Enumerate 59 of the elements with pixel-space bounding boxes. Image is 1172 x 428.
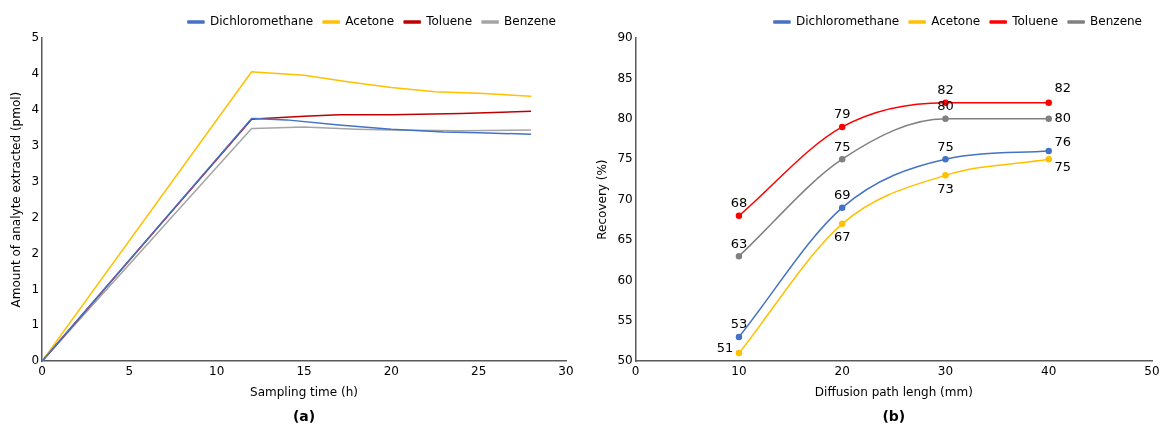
y-tick-label: 70 [617,191,633,206]
x-tick-label: 25 [471,363,487,378]
data-label: 82 [937,82,954,98]
y-axis-title: Recovery (%) [595,159,610,240]
data-label: 51 [716,340,734,356]
y-tick-label: 60 [617,272,633,287]
x-tick-label: 20 [834,363,850,378]
y-tick-label: 50 [617,353,633,368]
data-label: 53 [730,316,748,332]
text: (a) [292,407,316,424]
legend-label: Acetone [345,14,395,29]
y-tick-label: 90 [617,30,633,45]
legend-label: Dichloromethane [209,14,314,29]
y-tick-label: 2 [31,209,40,224]
y-tick-label: 2 [31,245,40,260]
x-tick-label: 30 [558,363,574,378]
legend-label: Benzene [504,14,556,29]
legend-label: Toluene [1011,14,1059,29]
y-tick-label: 5 [31,30,40,45]
data-label: 68 [730,195,748,211]
data-label: 75 [937,138,954,154]
data-label: 69 [833,187,851,203]
x-tick-label: 5 [125,363,134,378]
data-label: 75 [833,138,851,154]
x-tick-label: 10 [209,363,225,378]
y-tick-label: 3 [31,137,40,152]
legend-label: Toluene [425,14,473,29]
x-tick-label: 20 [383,363,399,378]
y-tick-label: 55 [617,312,633,327]
legend-label: Acetone [931,14,981,29]
data-label: 76 [1054,134,1072,150]
y-tick-label: 0 [31,353,40,368]
x-tick-label: 40 [1041,363,1057,378]
y-tick-label: 3 [31,173,40,188]
y-tick-label: 75 [617,151,633,166]
y-tick-label: 65 [617,232,633,247]
x-axis-title: Sampling time (h) [250,384,358,399]
x-tick-label: 30 [937,363,954,378]
y-tick-label: 1 [31,281,40,296]
legend-label: Benzene [1090,14,1142,29]
data-label: 80 [1054,110,1072,126]
y-tick-label: 85 [617,70,633,85]
x-tick-label: 50 [1144,363,1160,378]
y-tick-label: 1 [31,317,40,332]
data-label: 75 [1054,158,1072,174]
x-axis-title: Diffusion path lengh (mm) [814,384,973,399]
y-axis-title: Amount of analyte extracted (pmol) [9,91,24,308]
data-label: 82 [1054,80,1072,96]
data-label: 67 [833,229,851,245]
text: (b) [882,407,906,424]
data-label: 79 [833,106,851,122]
x-tick-label: 15 [296,363,312,378]
y-tick-label: 4 [31,101,40,116]
y-tick-label: 4 [31,66,40,81]
x-tick-label: 10 [731,363,747,378]
data-label: 63 [730,235,748,251]
y-tick-label: 80 [617,110,633,125]
data-label: 73 [937,180,954,196]
legend-label: Dichloromethane [795,14,900,29]
